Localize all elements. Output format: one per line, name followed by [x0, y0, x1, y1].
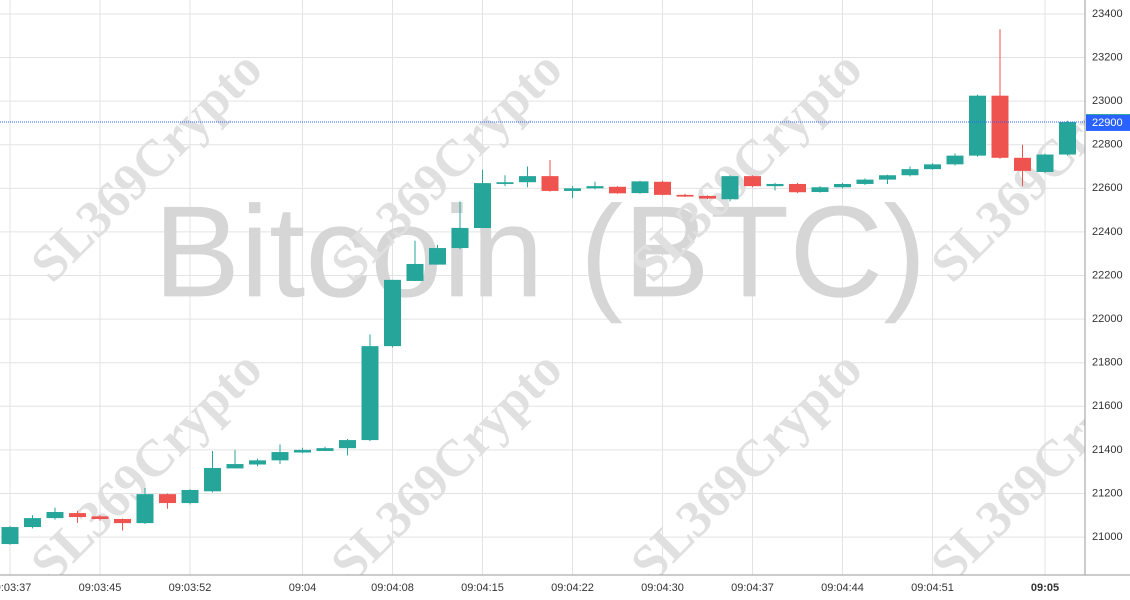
candle-body: [181, 489, 199, 504]
candle-body: [406, 263, 424, 281]
candle-body: [294, 449, 311, 453]
watermark: Bitcoin (BTC): [154, 178, 927, 324]
candle-body: [609, 186, 626, 194]
marker-price-label: 22900: [1092, 117, 1123, 129]
candle-body: [789, 183, 806, 193]
candle-body: [204, 467, 221, 492]
candle-body: [654, 181, 671, 195]
candle-body: [384, 279, 401, 347]
x-tick-label: 09:04:15: [461, 582, 504, 594]
watermarks: Bitcoin (BTC) SL369Crypto SL369Crypto SL36…: [20, 40, 1130, 593]
candle-body: [451, 227, 469, 249]
candle-body: [46, 512, 64, 519]
axes: 21000 21200 21400 21600 21800 22000 22200 22400…: [0, 8, 1130, 594]
candle-body: [519, 176, 536, 183]
candle-body: [474, 183, 491, 228]
candle-body: [271, 452, 289, 461]
candle-body: [339, 440, 356, 449]
candle-body: [766, 183, 784, 187]
y-tick-label: 23200: [1092, 51, 1123, 63]
y-tick-label: 21800: [1092, 357, 1123, 369]
y-tick-label: 22600: [1092, 182, 1123, 194]
brand-watermark: SL369Crypto: [620, 340, 873, 593]
candle-body: [69, 513, 86, 518]
candle-body: [991, 95, 1009, 158]
candle-body: [136, 494, 154, 524]
candle-body: [249, 460, 266, 465]
x-tick-label: 09:04:08: [371, 582, 414, 594]
x-tick-label: 09:04:22: [551, 582, 594, 594]
marker-price-tag: [1086, 114, 1130, 131]
candle-body: [676, 194, 694, 197]
candle-body: [1059, 122, 1076, 155]
candle-body: [564, 188, 581, 191]
candle-body: [631, 181, 649, 194]
candle-body: [496, 182, 514, 184]
y-tick-label: 21400: [1092, 444, 1123, 456]
candle-body: [316, 448, 334, 451]
candle-body: [901, 169, 919, 176]
candle-body: [969, 95, 986, 156]
y-tick-label: 22400: [1092, 226, 1123, 238]
candle-body: [586, 186, 604, 189]
candle-body: [226, 464, 244, 469]
candle-body: [856, 179, 874, 184]
candle-body: [879, 175, 896, 180]
y-tick-label: 22200: [1092, 269, 1123, 281]
x-tick-label: 09:04:51: [911, 582, 954, 594]
x-tick-label: 09:05: [1031, 582, 1059, 594]
y-tick-label: 21600: [1092, 400, 1123, 412]
x-tick-label: 09:04:30: [641, 582, 684, 594]
y-tick-label: 21200: [1092, 487, 1123, 499]
x-tick-label: 09:04:37: [731, 582, 774, 594]
candle-body: [24, 518, 41, 528]
y-tick-label: 22800: [1092, 139, 1123, 151]
candle-body: [721, 176, 739, 200]
brand-watermark: SL369Crypto: [320, 340, 573, 593]
candle-body: [159, 494, 176, 504]
candle-body: [811, 187, 829, 193]
x-tick-label: 09:03:45: [79, 582, 122, 594]
candle-body: [946, 155, 964, 165]
brand-watermark: SL369Crypto: [920, 340, 1130, 593]
candle-body: [541, 176, 559, 191]
candle-body: [1036, 154, 1054, 172]
y-tick-label: 23400: [1092, 8, 1123, 20]
y-tick-label: 21000: [1092, 531, 1123, 543]
candle-body: [114, 518, 131, 524]
x-tick-label: 09:04: [289, 582, 317, 594]
x-tick-label: 09:04:44: [821, 582, 864, 594]
candle-body: [1, 527, 19, 545]
x-tick-label: 09:03:37: [0, 582, 31, 594]
candle-body: [361, 346, 379, 441]
y-tick-label: 22000: [1092, 313, 1123, 325]
candles: [1, 29, 1076, 545]
candle-body: [91, 516, 109, 519]
candle-body: [924, 164, 941, 170]
candle-body: [834, 183, 851, 188]
candle-body: [1014, 157, 1031, 171]
candle-body: [429, 248, 446, 265]
x-tick-label: 09:03:52: [169, 582, 212, 594]
candle-body: [699, 195, 716, 199]
y-tick-label: 23000: [1092, 95, 1123, 107]
candle-body: [744, 176, 761, 187]
